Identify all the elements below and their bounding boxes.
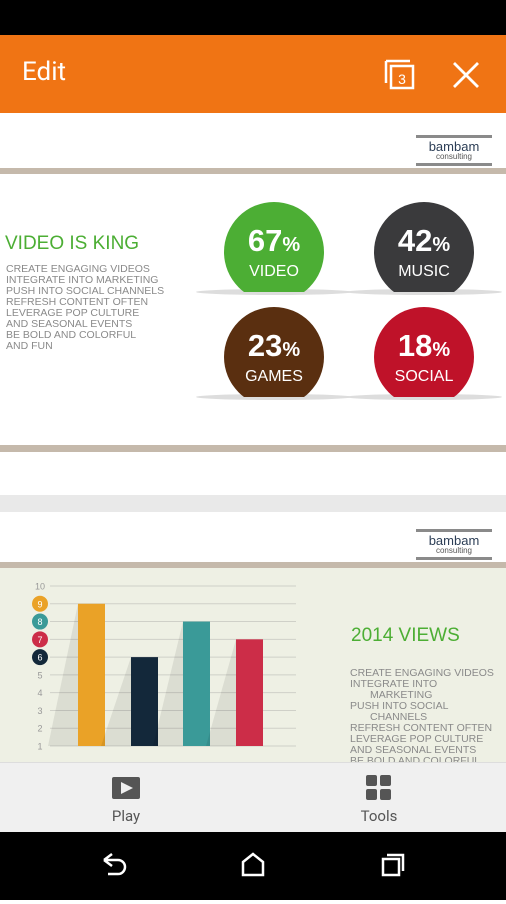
slide-gap bbox=[0, 495, 506, 512]
stat-label: VIDEO bbox=[249, 263, 299, 280]
tab-count: 3 bbox=[398, 71, 406, 87]
y-tick-label: 2 bbox=[37, 724, 42, 734]
tabs-button[interactable]: 3 bbox=[380, 57, 420, 93]
bullet: INTEGRATE INTO MARKETING bbox=[6, 274, 159, 286]
status-bar bbox=[0, 0, 506, 35]
bullet: REFRESH CONTENT OFTEN bbox=[350, 722, 493, 734]
bullet: PUSH INTO SOCIAL CHANNELS bbox=[6, 285, 165, 297]
stat-dome bbox=[374, 202, 474, 292]
y-tick-label: 10 bbox=[35, 582, 45, 592]
bullet: BE BOLD AND COLORFUL bbox=[350, 755, 481, 763]
recents-button[interactable] bbox=[381, 853, 405, 877]
tools-button[interactable]: Tools bbox=[329, 775, 429, 825]
app-bar: Edit 3 bbox=[0, 35, 506, 113]
bullet: PUSH INTO SOCIAL bbox=[350, 700, 449, 712]
y-tick-label: 4 bbox=[37, 688, 42, 698]
stat-number: 42 bbox=[398, 223, 432, 258]
y-tick-label: 3 bbox=[37, 706, 42, 716]
bullet: BE BOLD AND COLORFUL bbox=[6, 329, 137, 341]
logo: bambam consulting bbox=[416, 529, 492, 560]
stat-dome bbox=[374, 307, 474, 397]
back-button[interactable] bbox=[103, 853, 127, 876]
bar-shadow bbox=[206, 639, 236, 746]
y-tick-label: 5 bbox=[37, 670, 42, 680]
bullet-list: CREATE ENGAGING VIDEOS INTEGRATE INTO MARK… bbox=[350, 668, 494, 762]
home-button[interactable] bbox=[241, 852, 265, 877]
play-label: Play bbox=[111, 807, 141, 825]
tick-marker bbox=[32, 631, 48, 648]
stat-value: 23% bbox=[248, 328, 300, 363]
close-button[interactable] bbox=[450, 59, 482, 91]
app-title: Edit bbox=[22, 57, 67, 87]
stat-dome bbox=[224, 202, 324, 292]
stats: 67% VIDEO 42% MUSIC 23% GAMES 18% SOCIAL bbox=[196, 202, 502, 400]
slide-heading: 2014 VIEWS bbox=[351, 625, 460, 646]
nav-icons bbox=[103, 852, 405, 877]
stat-dome bbox=[224, 307, 324, 397]
y-tick-label: 1 bbox=[37, 742, 42, 752]
y-tick-label: 9 bbox=[37, 599, 42, 609]
logo: bambam consulting bbox=[416, 135, 492, 166]
bullet: REFRESH CONTENT OFTEN bbox=[6, 296, 149, 308]
stat-unit: % bbox=[282, 234, 300, 256]
toolbar: Play Tools bbox=[0, 762, 506, 833]
tools-icon bbox=[366, 775, 391, 800]
tick-marker bbox=[32, 613, 48, 630]
stat-label: MUSIC bbox=[398, 263, 450, 280]
stat-value: 42% bbox=[398, 223, 450, 258]
bullet: INTEGRATE INTO bbox=[350, 678, 438, 690]
logo-tagline: consulting bbox=[435, 152, 473, 161]
tick-marker bbox=[32, 595, 48, 612]
stat-number: 18 bbox=[398, 328, 432, 363]
stat-unit: % bbox=[432, 234, 450, 256]
play-button[interactable]: Play bbox=[76, 775, 176, 825]
bullet: AND SEASONAL EVENTS bbox=[350, 744, 477, 756]
y-tick-label: 7 bbox=[37, 635, 42, 645]
bullet: LEVERAGE POP CULTURE bbox=[6, 307, 140, 319]
stat-label: GAMES bbox=[245, 368, 303, 385]
tick-marker bbox=[32, 649, 48, 666]
slide-heading: VIDEO IS KING bbox=[5, 233, 140, 254]
bullet: MARKETING bbox=[370, 689, 433, 701]
bar bbox=[236, 639, 263, 746]
stat-value: 18% bbox=[398, 328, 450, 363]
divider bbox=[0, 445, 506, 452]
stat-unit: % bbox=[282, 339, 300, 361]
bullet: CHANNELS bbox=[370, 711, 428, 723]
bar bbox=[183, 621, 210, 746]
stat-number: 23 bbox=[248, 328, 282, 363]
tools-label: Tools bbox=[360, 807, 398, 825]
y-tick-label: 6 bbox=[37, 653, 42, 663]
bullet: LEVERAGE POP CULTURE bbox=[350, 733, 484, 745]
bullet-list: CREATE ENGAGING VIDEOS INTEGRATE INTO MAR… bbox=[6, 264, 164, 352]
stat-value: 67% bbox=[248, 223, 300, 258]
stat-label: SOCIAL bbox=[395, 368, 454, 385]
y-tick-label: 8 bbox=[37, 617, 42, 627]
nav-bar bbox=[0, 832, 506, 900]
bar bbox=[78, 603, 105, 746]
bar-shadow bbox=[48, 603, 78, 746]
bar-shadow bbox=[153, 621, 183, 746]
stat-unit: % bbox=[432, 339, 450, 361]
logo-name: bambam bbox=[428, 139, 480, 154]
bar bbox=[131, 657, 158, 746]
bar-chart: 1 2 3 4 5 6 7 8 9 10 bbox=[32, 582, 296, 752]
play-icon bbox=[112, 777, 140, 799]
logo-tagline: consulting bbox=[435, 546, 473, 555]
stat-number: 67 bbox=[248, 223, 282, 258]
divider bbox=[0, 562, 506, 568]
logo-name: bambam bbox=[428, 533, 480, 548]
divider bbox=[0, 168, 506, 174]
bullet: CREATE ENGAGING VIDEOS bbox=[6, 263, 150, 275]
bullet: CREATE ENGAGING VIDEOS bbox=[350, 668, 494, 679]
bullet: AND FUN bbox=[6, 340, 53, 352]
bar-shadow bbox=[101, 657, 131, 746]
bullet: AND SEASONAL EVENTS bbox=[6, 318, 133, 330]
